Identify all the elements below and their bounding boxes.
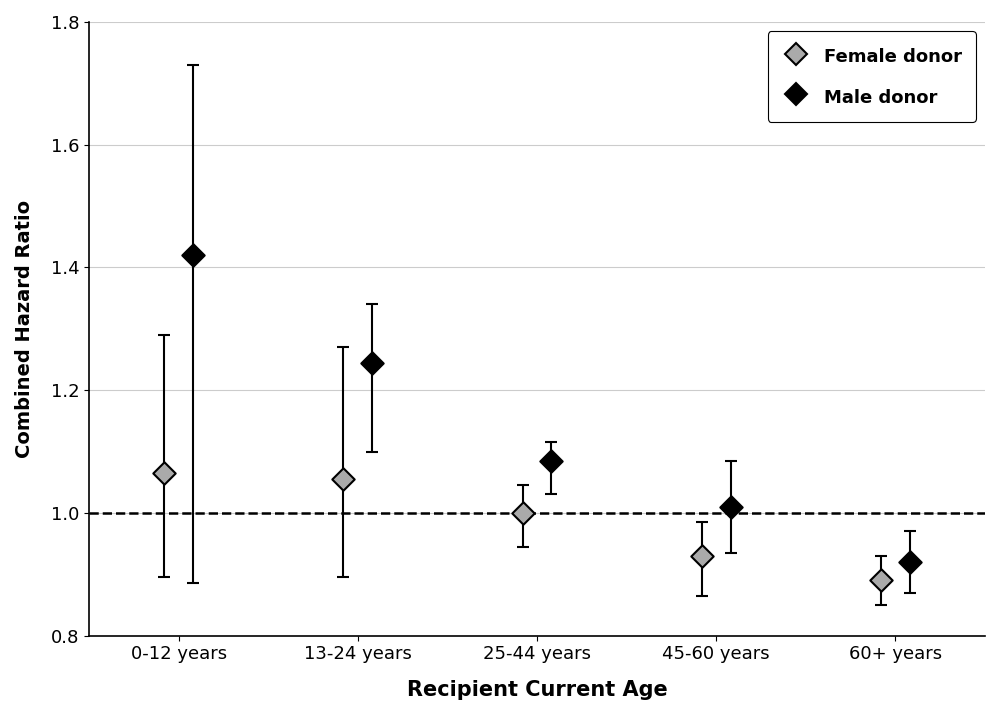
Point <box>902 556 918 568</box>
Point <box>873 575 889 586</box>
Point <box>515 507 531 518</box>
Y-axis label: Combined Hazard Ratio: Combined Hazard Ratio <box>15 199 34 458</box>
Legend: Female donor, Male donor: Female donor, Male donor <box>768 31 976 122</box>
Point <box>694 550 710 561</box>
X-axis label: Recipient Current Age: Recipient Current Age <box>407 680 667 700</box>
Point <box>543 455 559 466</box>
Point <box>335 473 351 485</box>
Point <box>185 250 201 261</box>
Point <box>364 357 380 368</box>
Point <box>723 501 739 513</box>
Point <box>156 468 172 479</box>
